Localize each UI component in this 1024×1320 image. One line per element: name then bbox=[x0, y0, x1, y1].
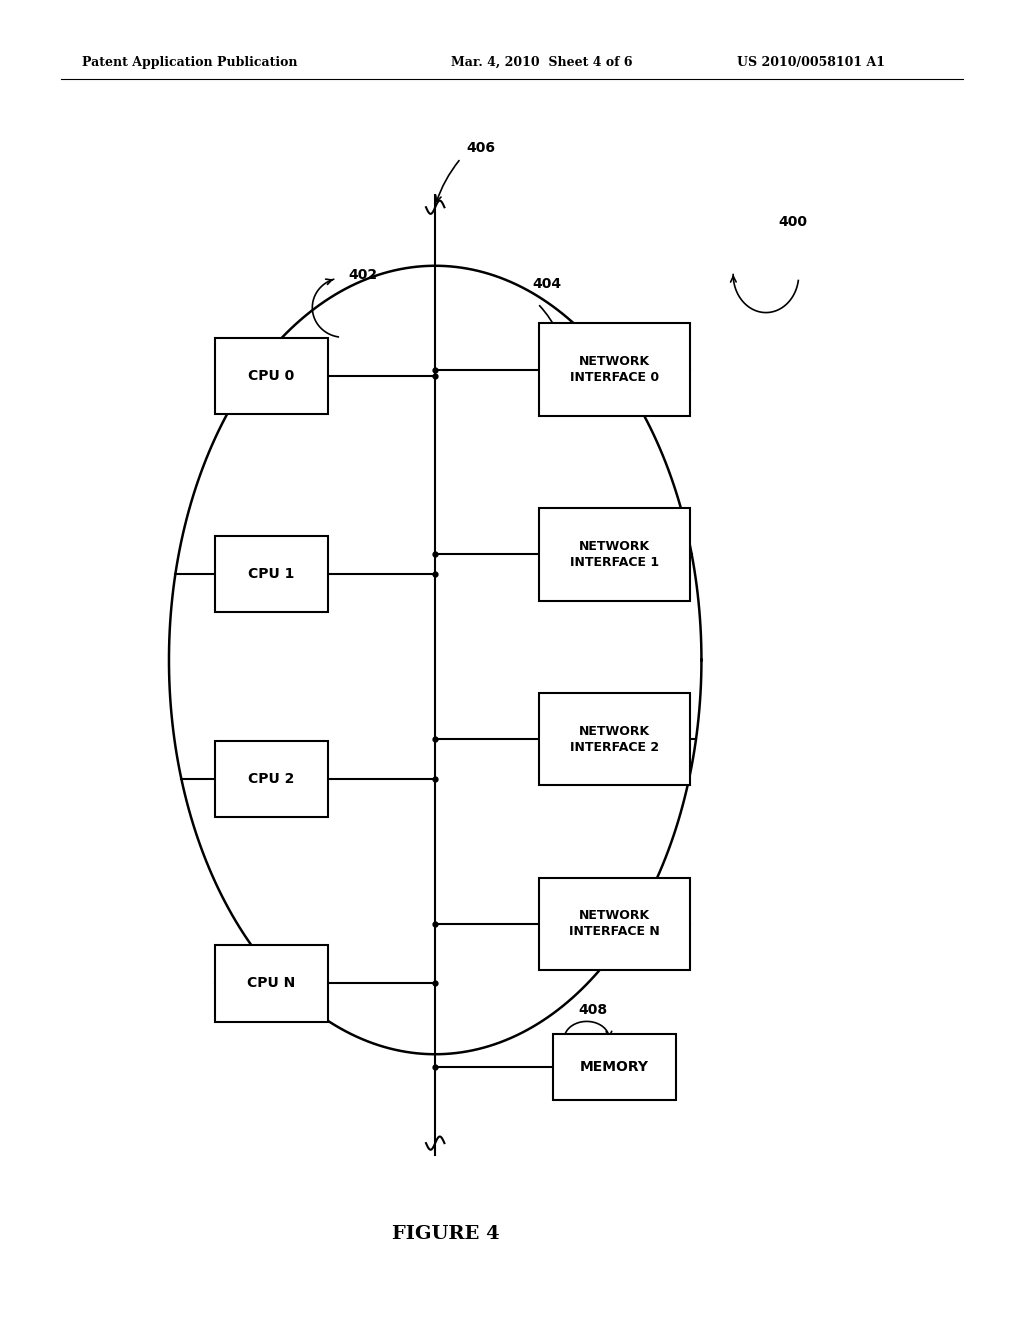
Text: CPU 2: CPU 2 bbox=[248, 772, 295, 785]
Text: 404: 404 bbox=[532, 277, 561, 290]
Text: 400: 400 bbox=[778, 215, 807, 228]
Text: Mar. 4, 2010  Sheet 4 of 6: Mar. 4, 2010 Sheet 4 of 6 bbox=[451, 55, 632, 69]
Text: NETWORK
INTERFACE 2: NETWORK INTERFACE 2 bbox=[569, 725, 659, 754]
Text: FIGURE 4: FIGURE 4 bbox=[391, 1225, 500, 1243]
Bar bbox=[539, 693, 690, 785]
Text: 406: 406 bbox=[466, 141, 495, 154]
Bar bbox=[215, 536, 328, 612]
Bar bbox=[553, 1034, 676, 1100]
Text: 408: 408 bbox=[579, 1003, 607, 1016]
Text: NETWORK
INTERFACE 0: NETWORK INTERFACE 0 bbox=[569, 355, 659, 384]
Text: CPU 0: CPU 0 bbox=[248, 370, 295, 383]
Bar bbox=[215, 741, 328, 817]
Text: Patent Application Publication: Patent Application Publication bbox=[82, 55, 297, 69]
Text: CPU 1: CPU 1 bbox=[248, 568, 295, 581]
Text: CPU N: CPU N bbox=[247, 977, 296, 990]
Text: MEMORY: MEMORY bbox=[580, 1060, 649, 1073]
Text: NETWORK
INTERFACE N: NETWORK INTERFACE N bbox=[569, 909, 659, 939]
Bar bbox=[215, 338, 328, 414]
Bar bbox=[539, 508, 690, 601]
Text: US 2010/0058101 A1: US 2010/0058101 A1 bbox=[737, 55, 886, 69]
Text: 402: 402 bbox=[348, 268, 377, 281]
Text: NETWORK
INTERFACE 1: NETWORK INTERFACE 1 bbox=[569, 540, 659, 569]
Bar bbox=[215, 945, 328, 1022]
Bar bbox=[539, 323, 690, 416]
Bar bbox=[539, 878, 690, 970]
